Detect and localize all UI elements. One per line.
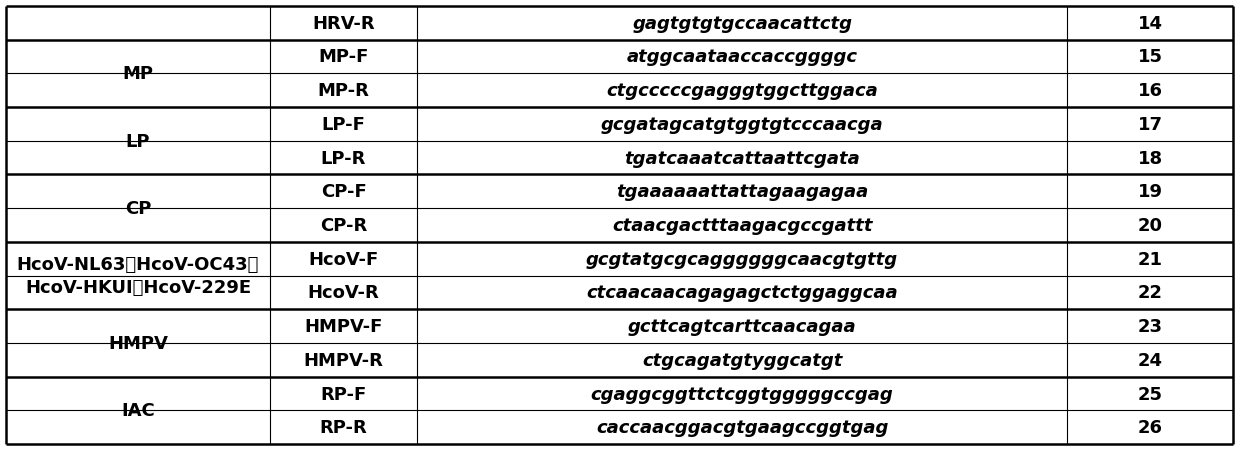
Text: caccaacggacgtgaagccggtgag: caccaacggacgtgaagccggtgag (596, 419, 888, 437)
Text: CP: CP (125, 200, 151, 218)
Text: ctgcccccgagggtggcttggaca: ctgcccccgagggtggcttggaca (606, 82, 878, 100)
Text: 25: 25 (1137, 385, 1162, 403)
Text: MP-F: MP-F (318, 48, 369, 66)
Text: HcoV-F: HcoV-F (309, 250, 379, 268)
Text: CP-F: CP-F (321, 183, 367, 201)
Text: LP-R: LP-R (321, 149, 367, 167)
Text: tgatcaaatcattaattcgata: tgatcaaatcattaattcgata (624, 149, 860, 167)
Text: IAC: IAC (121, 401, 155, 419)
Text: RP-F: RP-F (321, 385, 367, 403)
Text: HcoV-R: HcoV-R (307, 284, 379, 302)
Text: gcgatagcatgtggtgtcccaacga: gcgatagcatgtggtgtcccaacga (601, 115, 883, 133)
Text: atggcaataaccaccggggc: atggcaataaccaccggggc (627, 48, 857, 66)
Text: tgaaaaaattattagaagagaa: tgaaaaaattattagaagagaa (616, 183, 869, 201)
Text: RP-R: RP-R (320, 419, 368, 437)
Text: gcttcagtcarttcaacagaa: gcttcagtcarttcaacagaa (628, 318, 856, 336)
Text: 17: 17 (1137, 115, 1162, 133)
Text: 21: 21 (1137, 250, 1162, 268)
Text: CP-R: CP-R (320, 216, 367, 235)
Text: gcgtatgcgcaggggggcaacgtgttg: gcgtatgcgcaggggggcaacgtgttg (586, 250, 898, 268)
Text: cgaggcggttctcggtgggggccgag: cgaggcggttctcggtgggggccgag (591, 385, 893, 403)
Text: HcoV-NL63、HcoV-OC43、
HcoV-HKUI、HcoV-229E: HcoV-NL63、HcoV-OC43、 HcoV-HKUI、HcoV-229E (17, 256, 259, 296)
Text: 15: 15 (1137, 48, 1162, 66)
Text: gagtgtgtgccaacattctg: gagtgtgtgccaacattctg (632, 14, 852, 32)
Text: 20: 20 (1137, 216, 1162, 235)
Text: LP: LP (126, 133, 150, 150)
Text: ctcaacaacagagagctctggaggcaa: ctcaacaacagagagctctggaggcaa (586, 284, 898, 302)
Text: HMPV-F: HMPV-F (305, 318, 383, 336)
Text: MP-R: MP-R (317, 82, 369, 100)
Text: ctgcagatgtyggcatgt: ctgcagatgtyggcatgt (642, 351, 843, 369)
Text: 14: 14 (1137, 14, 1162, 32)
Text: 18: 18 (1137, 149, 1162, 167)
Text: MP: MP (123, 65, 154, 83)
Text: ctaacgactttaagacgccgattt: ctaacgactttaagacgccgattt (612, 216, 872, 235)
Text: 26: 26 (1137, 419, 1162, 437)
Text: 24: 24 (1137, 351, 1162, 369)
Text: HRV-R: HRV-R (312, 14, 375, 32)
Text: HMPV-R: HMPV-R (304, 351, 383, 369)
Text: 22: 22 (1137, 284, 1162, 302)
Text: 19: 19 (1137, 183, 1162, 201)
Text: LP-F: LP-F (322, 115, 366, 133)
Text: 23: 23 (1137, 318, 1162, 336)
Text: HMPV: HMPV (108, 334, 169, 352)
Text: 16: 16 (1137, 82, 1162, 100)
